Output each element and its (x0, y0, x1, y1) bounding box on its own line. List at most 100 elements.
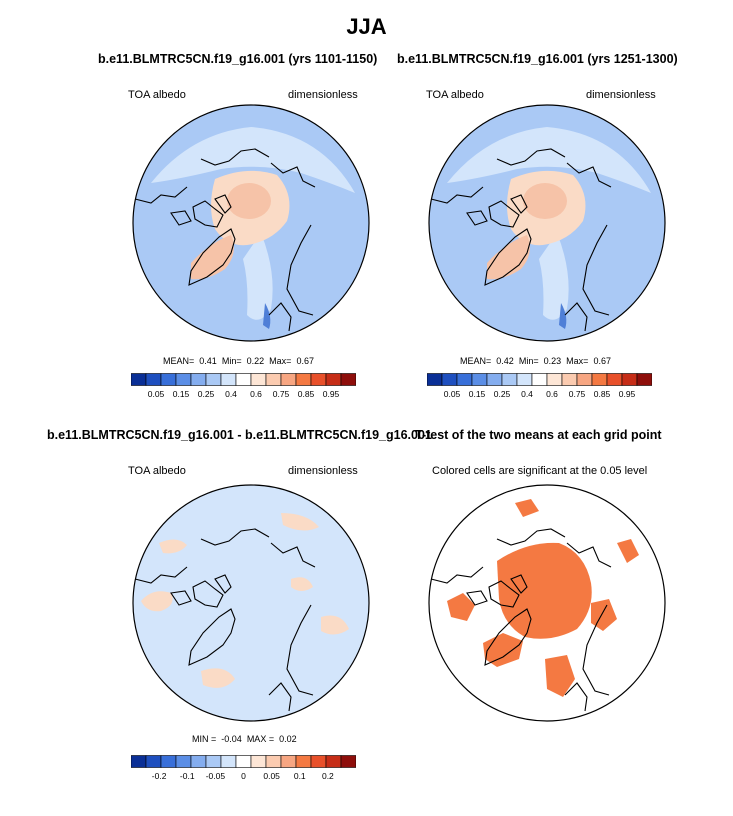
colorbar-tick-label: 0.05 (263, 771, 280, 781)
panel-2-units-label: dimensionless (586, 89, 656, 101)
colorbar-box (131, 373, 147, 386)
panel-4-subtitle: Colored cells are significant at the 0.0… (432, 465, 648, 477)
coastline (192, 580, 224, 608)
colorbar-tick-label: 0.6 (250, 389, 262, 399)
colorbar-tick-label: -0.1 (179, 771, 195, 781)
colorbar-box (265, 373, 282, 386)
coastline (566, 162, 612, 188)
coastline (214, 194, 232, 214)
coastline (430, 186, 484, 204)
min-label: Min= (518, 356, 539, 366)
colorbar-box (250, 755, 267, 768)
coastline (286, 224, 314, 316)
colorbar-box (160, 755, 177, 768)
coastline (484, 608, 532, 666)
significant-region (447, 593, 475, 621)
mean-label: MEAN= (163, 356, 195, 366)
colorbar-box (427, 373, 443, 386)
colorbar-2: 0.05 0.15 0.25 0.4 0.6 0.75 0.85 0.95 (427, 373, 652, 409)
panel-1-units-label: dimensionless (288, 89, 358, 101)
colorbar-box (190, 373, 207, 386)
significant-region (497, 542, 592, 639)
colorbar-box (175, 373, 192, 386)
coastline (510, 194, 528, 214)
colorbar-tick-label: 0.05 (443, 389, 461, 399)
significant-region (617, 539, 639, 563)
significant-cells (447, 499, 639, 697)
coastline (270, 542, 316, 568)
panel-1-stats: MEAN= 0.41 Min= 0.22 Max= 0.67 (163, 356, 314, 366)
colorbar-box (145, 373, 162, 386)
colorbar-tick-label: 0.75 (568, 389, 586, 399)
positive-difference-patches (141, 513, 349, 688)
coastlines (134, 528, 316, 712)
polar-map-3 (132, 484, 370, 722)
colorbar-box (160, 373, 177, 386)
coastline (286, 604, 314, 696)
colorbar-tick-label: -0.05 (205, 771, 226, 781)
colorbar-box (621, 373, 638, 386)
colorbar-box (235, 755, 252, 768)
light-blue-band (447, 127, 651, 193)
mean-value: 0.41 (199, 356, 217, 366)
panel-3-units-label: dimensionless (288, 465, 358, 477)
coastlines (430, 528, 612, 712)
colorbar-tick-label: 0.15 (468, 389, 486, 399)
colorbar-box (561, 373, 578, 386)
panel-4-title: T-test of the two means at each grid poi… (415, 428, 662, 442)
colorbar-tick-label: 0.85 (593, 389, 611, 399)
min-value: 0.23 (543, 356, 562, 366)
colorbar-box (250, 373, 267, 386)
coastline (564, 302, 588, 332)
colorbar-tick-label: 0 (241, 771, 246, 781)
colorbar-tick-label: 0.6 (546, 389, 558, 399)
coastline (510, 574, 528, 594)
colorbar-box (295, 373, 312, 386)
dark-blue-spot (263, 303, 271, 329)
panel-3-variable-label: TOA albedo (128, 465, 186, 477)
colorbar-box (280, 755, 297, 768)
colorbar-box (190, 755, 207, 768)
coastline (582, 224, 610, 316)
max-label: MAX = (246, 734, 275, 744)
mean-label: MEAN= (460, 356, 492, 366)
light-blue-tongue (243, 233, 273, 320)
panel-1-variable-label: TOA albedo (128, 89, 186, 101)
colorbar-tick-label: 0.4 (225, 389, 237, 399)
coastline (134, 186, 188, 204)
colorbar-box (486, 373, 503, 386)
colorbar-tick-label: 0.05 (147, 389, 165, 399)
coastline (496, 148, 566, 166)
colorbar-box (310, 755, 327, 768)
colorbar-boxes (131, 755, 356, 768)
coastline (484, 228, 532, 286)
colorbar-box (310, 373, 327, 386)
coastlines (134, 148, 316, 332)
colorbar-tick-label: 0.95 (618, 389, 636, 399)
colorbar-boxes (131, 373, 356, 386)
min-value: -0.04 (221, 734, 242, 744)
coastline (134, 566, 188, 584)
panel-2-title: b.e11.BLMTRC5CN.f19_g16.001 (yrs 1251-13… (397, 52, 678, 66)
coastline (192, 200, 224, 228)
colorbar-box (220, 373, 237, 386)
colorbar-box (205, 373, 222, 386)
colorbar-box (205, 755, 222, 768)
colorbar-box (531, 373, 548, 386)
colorbar-box (606, 373, 623, 386)
map-border (132, 104, 370, 342)
greenland-high-albedo (191, 235, 234, 280)
colorbar-box (295, 755, 312, 768)
coastline (430, 566, 484, 584)
colorbar-tick-label: 0.85 (297, 389, 315, 399)
difference-patch (141, 591, 173, 612)
difference-patch (291, 577, 313, 591)
colorbar-tick-label: 0.15 (172, 389, 190, 399)
coastline (488, 580, 520, 608)
difference-patch (201, 668, 235, 688)
colorbar-tick-label: 0.25 (197, 389, 215, 399)
coastline (488, 200, 520, 228)
colorbar-box (546, 373, 563, 386)
colorbar-tick-label: 0.95 (322, 389, 340, 399)
colorbar-box (220, 755, 237, 768)
